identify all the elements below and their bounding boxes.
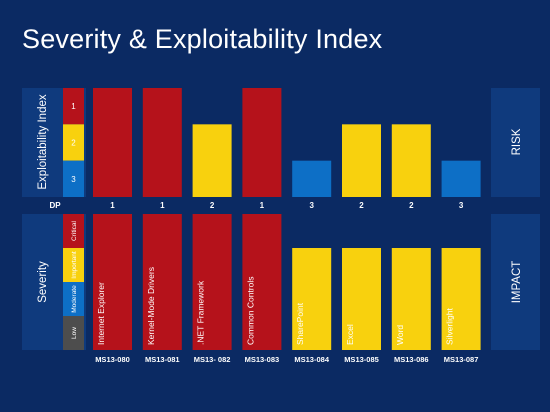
- bulletin-label: MS13-081: [145, 355, 180, 364]
- risk-panel: [491, 88, 540, 197]
- bulletin-label: MS13- 082: [194, 355, 231, 364]
- exploitability-axis-label: Exploitability Index: [37, 94, 49, 189]
- exploitability-bar: [441, 160, 481, 197]
- product-label: Excel: [345, 324, 355, 345]
- exploitability-scale-label: 2: [71, 139, 76, 148]
- severity-scale-label: Critical: [71, 221, 78, 241]
- exploitability-bar: [292, 160, 332, 197]
- bulletin-label: MS13-084: [294, 355, 329, 364]
- bulletin-label: MS13-080: [95, 355, 130, 364]
- dp-value: 2: [409, 201, 414, 210]
- severity-bar: [192, 214, 232, 350]
- slide-title: Severity & Exploitability Index: [22, 24, 383, 54]
- severity-bar: [242, 214, 282, 350]
- product-label: Silverlight: [445, 308, 455, 345]
- severity-scale-label: Important: [71, 251, 78, 279]
- bulletin-label: MS13-085: [344, 355, 379, 364]
- dp-value: 3: [309, 201, 314, 210]
- severity-scale-critical: [63, 214, 84, 248]
- exploitability-scale-label: 3: [71, 175, 76, 184]
- dp-value: 1: [160, 201, 165, 210]
- severity-bar: [391, 248, 431, 350]
- severity-scale-moderate: [63, 282, 84, 316]
- exploitability-scale-2: [63, 124, 84, 161]
- product-label: Kernel-Mode Drivers: [146, 267, 156, 345]
- risk-label: RISK: [511, 128, 523, 155]
- bulletin-label: MS13-087: [444, 355, 479, 364]
- product-label: SharePoint: [295, 302, 305, 345]
- dp-value: 1: [110, 201, 115, 210]
- exploitability-bar: [342, 124, 381, 197]
- severity-scale-label: Low: [71, 327, 78, 339]
- severity-bar: [93, 214, 132, 350]
- impact-label: IMPACT: [511, 261, 523, 304]
- product-label: .NET Framework: [196, 280, 206, 345]
- severity-scale-important: [63, 248, 84, 282]
- severity-bar: [142, 214, 182, 350]
- severity-bar: [342, 248, 381, 350]
- product-label: Word: [395, 325, 405, 345]
- exploitability-bar: [93, 88, 132, 197]
- dp-value: 1: [260, 201, 265, 210]
- exploitability-bar: [192, 124, 232, 197]
- bulletin-label: MS13-086: [394, 355, 429, 364]
- bulletin-label: MS13-083: [245, 355, 280, 364]
- exploitability-scale-3: [63, 160, 84, 197]
- exploitability-scale-1: [63, 88, 84, 125]
- severity-axis-label: Severity: [37, 261, 49, 303]
- impact-panel: [491, 214, 540, 350]
- dp-label: DP: [49, 201, 61, 210]
- severity-scale-low: [63, 316, 84, 350]
- product-label: Common Controls: [245, 277, 255, 346]
- exploitability-scale-label: 1: [71, 102, 76, 111]
- exploitability-bar: [242, 88, 282, 197]
- dp-value: 2: [359, 201, 364, 210]
- severity-bar: [292, 248, 332, 350]
- exploitability-bar: [142, 88, 182, 197]
- dp-value: 3: [459, 201, 464, 210]
- severity-bar: [441, 248, 481, 350]
- product-label: Internet Explorer: [96, 282, 106, 345]
- severity-scale-label: Moderate: [71, 285, 78, 313]
- dp-value: 2: [210, 201, 215, 210]
- exploitability-bar: [391, 124, 431, 197]
